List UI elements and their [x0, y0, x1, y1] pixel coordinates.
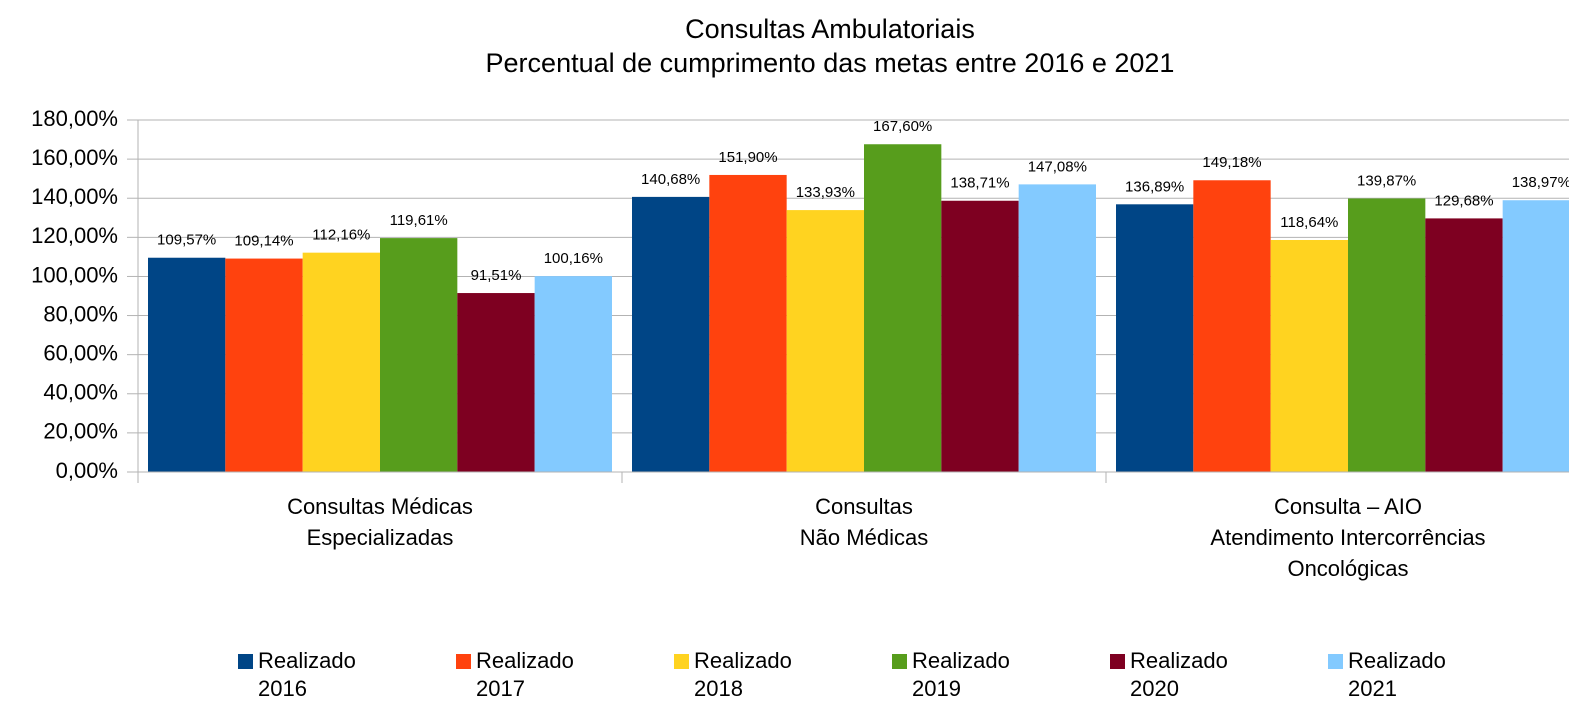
legend-item: Realizado 2016	[238, 647, 378, 702]
x-tick-label: Consultas Médicas Especializadas	[287, 494, 473, 550]
data-label: 139,87%	[1357, 172, 1416, 189]
bar	[1116, 204, 1194, 472]
bar	[786, 210, 864, 472]
y-tick-label: 40,00%	[43, 380, 118, 405]
data-label: 119,61%	[390, 212, 448, 229]
data-label: 151,90%	[718, 149, 777, 166]
data-label: 138,71%	[950, 175, 1009, 192]
legend-swatch	[1110, 654, 1125, 669]
data-label: 140,68%	[641, 171, 700, 188]
legend-swatch	[892, 654, 907, 669]
y-tick-label: 60,00%	[43, 340, 118, 365]
bar	[1425, 218, 1503, 472]
bar	[632, 196, 710, 472]
y-tick-label: 140,00%	[31, 184, 118, 209]
data-label: 91,51%	[471, 267, 522, 284]
bar	[457, 293, 535, 472]
bar	[1193, 180, 1271, 473]
bar	[380, 238, 458, 472]
chart-title: Consultas Ambulatoriais	[685, 14, 975, 44]
legend-label: Realizado 2020	[1130, 648, 1228, 701]
y-tick-label: 100,00%	[31, 262, 118, 287]
data-label: 118,64%	[1280, 214, 1338, 231]
data-label: 129,68%	[1434, 192, 1493, 209]
bar	[1018, 184, 1096, 472]
data-label: 136,89%	[1125, 178, 1184, 195]
x-tick-label: Consultas Não Médicas	[799, 494, 929, 550]
bar	[225, 258, 303, 472]
legend-label: Realizado 2019	[912, 648, 1010, 701]
y-tick-label: 0,00%	[56, 458, 118, 483]
bar	[148, 257, 226, 472]
bar	[1348, 198, 1426, 472]
bar	[941, 200, 1019, 473]
data-label: 149,18%	[1202, 154, 1261, 171]
legend-swatch	[456, 654, 471, 669]
data-label: 112,16%	[312, 227, 370, 244]
bar	[302, 252, 380, 472]
bar	[534, 276, 612, 472]
legend-label: Realizado 2018	[694, 648, 792, 701]
data-label: 138,97%	[1512, 174, 1569, 191]
legend-swatch	[238, 654, 253, 669]
x-tick-label: Consulta – AIO Atendimento Intercorrênci…	[1210, 494, 1486, 581]
data-label: 109,14%	[234, 233, 293, 250]
data-label: 109,57%	[157, 232, 216, 249]
y-tick-label: 180,00%	[31, 106, 118, 131]
data-label: 100,16%	[544, 250, 603, 267]
y-tick-label: 80,00%	[43, 301, 118, 326]
bar	[1502, 200, 1569, 472]
legend-label: Realizado 2017	[476, 648, 574, 701]
bar	[1270, 239, 1348, 472]
y-tick-label: 20,00%	[43, 419, 118, 444]
legend-item: Realizado 2019	[892, 647, 1032, 702]
data-label: 167,60%	[873, 118, 932, 135]
legend-item: Realizado 2018	[674, 647, 814, 702]
legend-item: Realizado 2020	[1110, 647, 1250, 702]
chart-subtitle: Percentual de cumprimento das metas entr…	[485, 48, 1175, 78]
data-label: 147,08%	[1028, 158, 1087, 175]
bar	[709, 174, 787, 472]
legend-swatch	[674, 654, 689, 669]
legend-item: Realizado 2021	[1328, 647, 1468, 702]
legend-item: Realizado 2017	[456, 647, 596, 702]
bar	[864, 144, 942, 472]
legend-label: Realizado 2016	[258, 648, 356, 701]
data-label: 133,93%	[796, 184, 855, 201]
y-tick-label: 120,00%	[31, 223, 118, 248]
y-tick-label: 160,00%	[31, 145, 118, 170]
legend-label: Realizado 2021	[1348, 648, 1446, 701]
legend-swatch	[1328, 654, 1343, 669]
